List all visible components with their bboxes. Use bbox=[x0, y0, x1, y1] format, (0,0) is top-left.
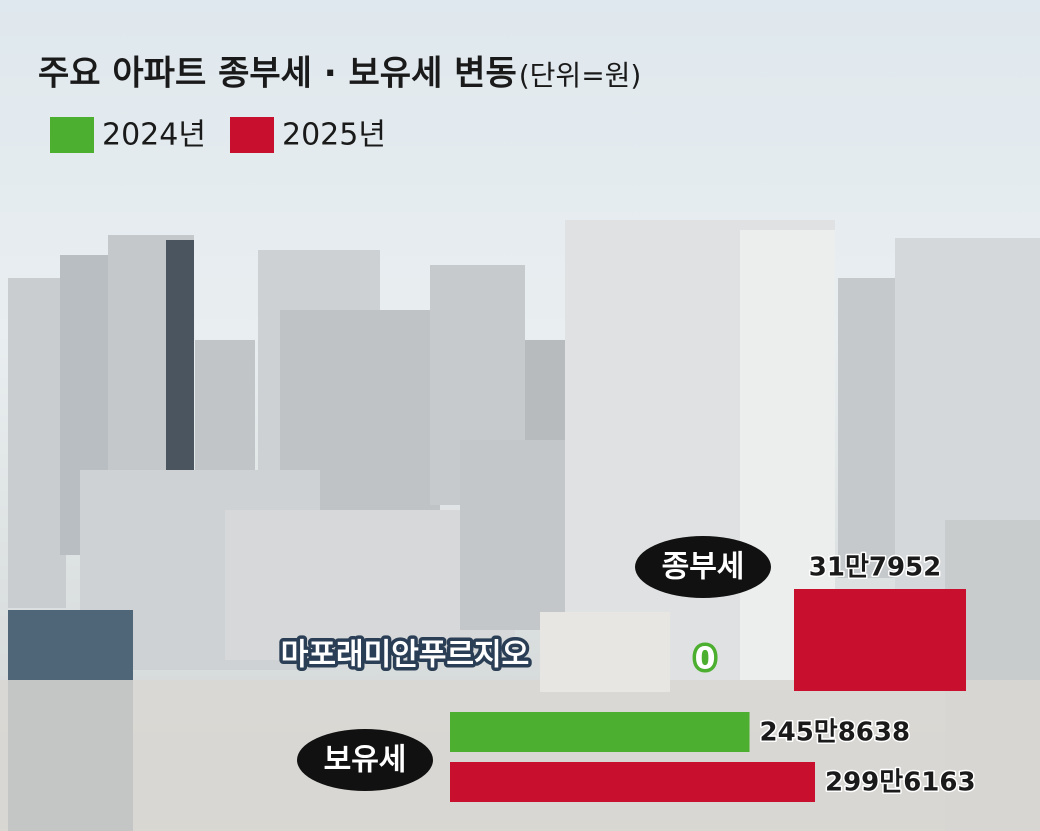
category-label: 보유세 bbox=[324, 743, 407, 778]
legend-label: 2025년 bbox=[282, 118, 386, 153]
chart-title: 주요 아파트 종부세 · 보유세 변동 bbox=[38, 54, 517, 94]
legend-swatch bbox=[50, 117, 94, 153]
bar bbox=[794, 589, 966, 691]
bar bbox=[450, 762, 815, 802]
category-badge bbox=[297, 729, 433, 791]
legend-label: 2024년 bbox=[102, 118, 206, 153]
bar bbox=[450, 712, 750, 752]
value-label: 0 bbox=[695, 642, 716, 677]
apartment-name: 마포래미안푸르지오 bbox=[281, 638, 529, 673]
legend-swatch bbox=[230, 117, 274, 153]
value-label: 245만8638 bbox=[760, 718, 911, 748]
value-label: 299만6163 bbox=[825, 768, 976, 798]
category-label: 종부세 bbox=[662, 550, 745, 585]
category-badge bbox=[635, 536, 771, 598]
unit-label: (단위=원) bbox=[519, 59, 642, 92]
value-label: 31만7952 bbox=[809, 553, 941, 583]
